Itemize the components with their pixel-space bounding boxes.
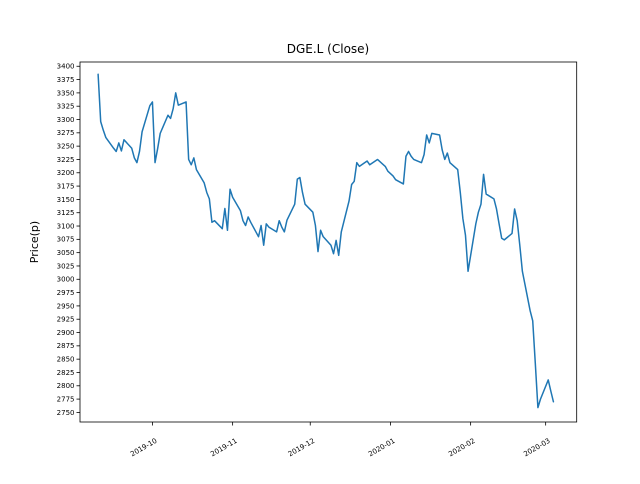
plot-border xyxy=(79,61,578,423)
y-tick-label: 3250 xyxy=(57,143,75,151)
y-tick-label: 3175 xyxy=(57,182,75,190)
y-tick-label: 2800 xyxy=(57,382,75,390)
y-tick-label: 3050 xyxy=(57,249,75,257)
x-tick-label: 2019-12 xyxy=(287,437,316,459)
x-tick-label: 2020-02 xyxy=(447,437,476,459)
y-tick-label: 2875 xyxy=(57,342,75,350)
y-tick-label: 3325 xyxy=(57,103,75,111)
x-tick-label: 2020-03 xyxy=(522,437,551,459)
y-tick-label: 3350 xyxy=(57,89,75,97)
x-axis-ticks: 2019-10 2019-11 2019-12 2020-01 2020-02 2020-… xyxy=(129,422,552,458)
y-tick-label: 3400 xyxy=(57,63,75,71)
y-axis-label: Price(p) xyxy=(28,221,41,263)
y-tick-label: 3200 xyxy=(57,169,75,177)
y-tick-label: 3100 xyxy=(57,222,75,230)
x-tick-label: 2020-01 xyxy=(367,437,396,459)
y-axis-ticks: 2750 2775 2800 2825 2850 2875 2900 2925 2950 2975… xyxy=(57,63,80,417)
y-tick-label: 3000 xyxy=(57,276,75,284)
y-tick-label: 3150 xyxy=(57,196,75,204)
y-tick-label: 3300 xyxy=(57,116,75,124)
y-tick-label: 2825 xyxy=(57,369,75,377)
y-tick-label: 2900 xyxy=(57,329,75,337)
chart-title: DGE.L (Close) xyxy=(287,42,370,56)
y-tick-label: 2750 xyxy=(57,409,75,417)
y-tick-label: 2950 xyxy=(57,302,75,310)
y-tick-label: 3275 xyxy=(57,129,75,137)
y-tick-label: 2925 xyxy=(57,316,75,324)
x-tick-label: 2019-10 xyxy=(129,437,158,459)
y-tick-label: 3025 xyxy=(57,262,75,270)
y-tick-label: 3375 xyxy=(57,76,75,84)
price-line xyxy=(97,73,555,409)
y-tick-label: 2975 xyxy=(57,289,75,297)
y-tick-label: 2850 xyxy=(57,356,75,364)
y-tick-label: 2775 xyxy=(57,396,75,404)
y-tick-label: 3125 xyxy=(57,209,75,217)
y-tick-label: 3225 xyxy=(57,156,75,164)
x-tick-label: 2019-11 xyxy=(209,437,238,459)
y-tick-label: 3075 xyxy=(57,236,75,244)
